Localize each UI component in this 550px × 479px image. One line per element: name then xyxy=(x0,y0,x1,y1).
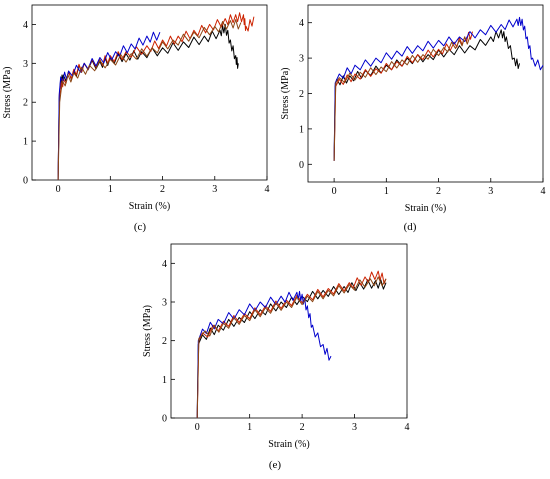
y-tick-label: 0 xyxy=(299,160,304,171)
y-tick-label: 0 xyxy=(162,414,167,425)
y-tick-label: 4 xyxy=(299,18,304,29)
plot-frame xyxy=(307,4,544,183)
chart-panel-c: 0 1 2 3 4 0 1 2 3 4 Strain (%) Stress (MPa) (c) xyxy=(2,4,270,233)
plot-frame xyxy=(31,4,268,181)
plot-frame xyxy=(170,243,408,419)
series-line-e-3 xyxy=(196,276,387,419)
y-axis-label: Stress (MPa) xyxy=(280,68,291,120)
y-tick-label: 2 xyxy=(299,89,304,100)
panel-label: (e) xyxy=(269,459,282,471)
x-axis-label: Strain (%) xyxy=(405,203,446,214)
y-tick-label: 1 xyxy=(162,375,167,386)
x-tick-label: 3 xyxy=(488,186,493,197)
x-tick-label: 4 xyxy=(405,422,410,433)
series-line-c-1 xyxy=(57,12,255,181)
x-tick-label: 3 xyxy=(352,422,357,433)
series-line-d-1 xyxy=(333,31,473,161)
y-axis-label: Stress (MPa) xyxy=(2,67,13,119)
y-axis-label: Stress (MPa) xyxy=(142,305,153,357)
x-tick-label: 1 xyxy=(247,422,252,433)
x-tick-label: 2 xyxy=(436,186,441,197)
x-tick-label: 0 xyxy=(195,422,200,433)
y-tick-label: 2 xyxy=(23,98,28,109)
panel-label: (c) xyxy=(134,221,147,233)
panel-label: (d) xyxy=(404,221,417,233)
chart-panel-d: 0 1 2 3 4 0 1 2 3 4 Strain (%) Stress (MPa) (d) xyxy=(280,4,546,233)
x-tick-label: 2 xyxy=(300,422,305,433)
y-tick-label: 4 xyxy=(23,20,28,31)
series-line-d-3 xyxy=(333,36,471,161)
y-tick-label: 3 xyxy=(23,59,28,70)
y-tick-label: 4 xyxy=(162,259,167,270)
x-tick-label: 0 xyxy=(56,184,61,195)
chart-panel-e: 0 1 2 3 4 0 1 2 3 4 Strain (%) Stress (MPa) (e) xyxy=(142,243,410,471)
series-line-d-0 xyxy=(333,29,520,161)
series-line-d-2 xyxy=(333,16,544,161)
y-tick-label: 3 xyxy=(162,298,167,309)
series-line-e-0 xyxy=(196,279,387,419)
x-tick-label: 3 xyxy=(212,184,217,195)
x-axis-label: Strain (%) xyxy=(129,201,170,212)
x-axis-label: Strain (%) xyxy=(268,439,309,450)
x-tick-label: 1 xyxy=(108,184,113,195)
x-tick-label: 2 xyxy=(160,184,165,195)
x-tick-label: 4 xyxy=(541,186,546,197)
y-tick-label: 2 xyxy=(162,336,167,347)
y-tick-label: 0 xyxy=(23,176,28,187)
series-line-c-0 xyxy=(57,23,239,181)
x-tick-label: 4 xyxy=(265,184,270,195)
x-tick-label: 1 xyxy=(384,186,389,197)
x-tick-label: 0 xyxy=(332,186,337,197)
series-line-e-1 xyxy=(196,270,387,419)
series-line-c-3 xyxy=(57,19,242,181)
y-tick-label: 1 xyxy=(23,137,28,148)
y-tick-label: 3 xyxy=(299,54,304,65)
y-tick-label: 1 xyxy=(299,124,304,135)
